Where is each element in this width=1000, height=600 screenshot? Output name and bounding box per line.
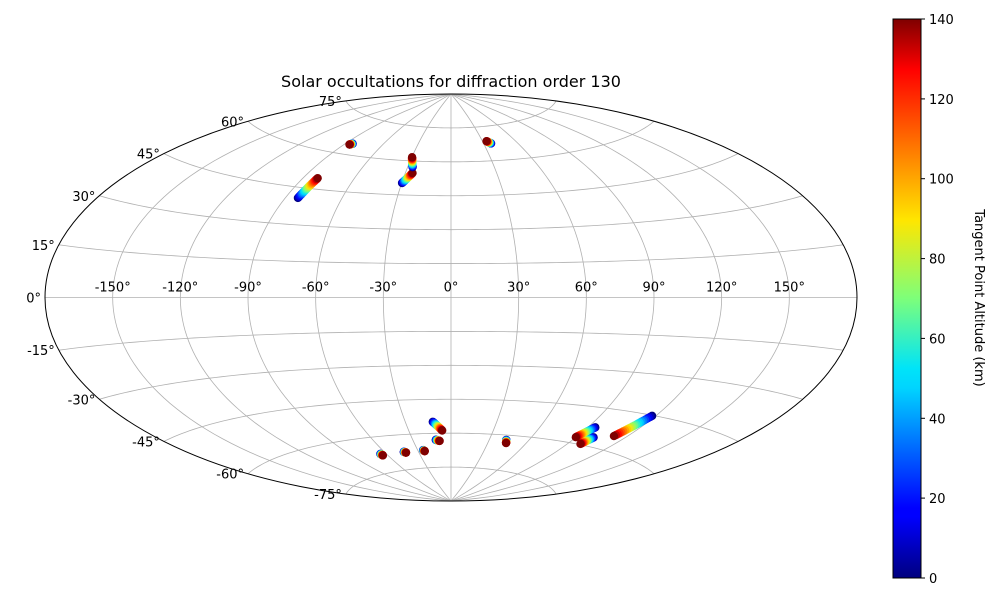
chart-title: Solar occultations for diffraction order… [281,72,621,91]
tick-labels: -150° -120° -90° -60° -30° 0° 30° 60° 90° 120° 150… [26,95,805,503]
data-point [408,168,417,178]
parallel-line [345,466,557,495]
data-point [482,137,491,146]
lat-tick-label: -60° [216,468,244,483]
colorbar-tick-label: 40 [929,412,946,427]
data-point [401,448,411,457]
lon-tick-label: -120° [162,281,198,296]
lat-tick-label: -30° [68,393,96,408]
parallel-line [99,195,803,231]
map-outline [44,93,858,502]
lon-tick-label: 90° [642,281,665,296]
data-point [571,432,581,442]
lat-tick-label: -45° [132,435,160,450]
parallel-line [247,432,655,475]
lat-tick-label: 0° [26,292,41,307]
lat-tick-label: 45° [137,148,160,163]
lon-tick-label: 150° [774,281,805,296]
colorbar-tick-label: 60 [929,332,946,347]
colorbar: 0 20 40 60 80 100 120 140 Tangent Point Altitud… [892,13,986,587]
lon-tick-label: -30° [369,281,397,296]
data-point [407,153,417,162]
graticule [45,94,857,501]
colorbar-tick-label: 120 [929,93,954,108]
lon-tick-label: -60° [302,281,330,296]
lat-tick-label: 15° [32,239,55,254]
colorbar-tick-label: 0 [929,572,937,587]
lon-tick-label: -90° [234,281,262,296]
parallel-line [99,364,803,400]
colorbar-label: Tangent Point Altitude (km) [971,208,986,386]
lon-tick-label: 30° [507,281,530,296]
data-point [435,436,444,446]
colorbar-tick-label: 100 [929,173,954,188]
lon-tick-label: -150° [95,281,131,296]
parallel-line [58,331,844,351]
lat-tick-label: 30° [72,190,95,205]
parallel-line [163,153,739,197]
data-point [420,446,429,456]
data-point [437,426,447,435]
data-point [609,431,619,441]
data-point [378,451,388,460]
data-point [345,140,354,149]
data-point [313,173,322,183]
lat-tick-label: -15° [27,344,55,359]
data-point [576,439,585,449]
scatter-points [293,137,657,460]
colorbar-tick-label: 140 [929,13,954,28]
lat-tick-label: -75° [314,488,342,503]
lat-tick-label: 60° [221,115,244,130]
colorbar-tick-label: 20 [929,492,946,507]
lon-tick-label: 120° [706,281,737,296]
lon-tick-label: 60° [575,281,598,296]
colorbar-tick-label: 80 [929,253,946,268]
lon-tick-label: 0° [444,281,459,296]
parallel-line [345,100,557,129]
colorbar-gradient [892,18,922,579]
lat-tick-label: 75° [319,95,342,110]
parallel-line [58,244,844,264]
data-point [501,438,511,448]
parallel-line [247,120,655,163]
